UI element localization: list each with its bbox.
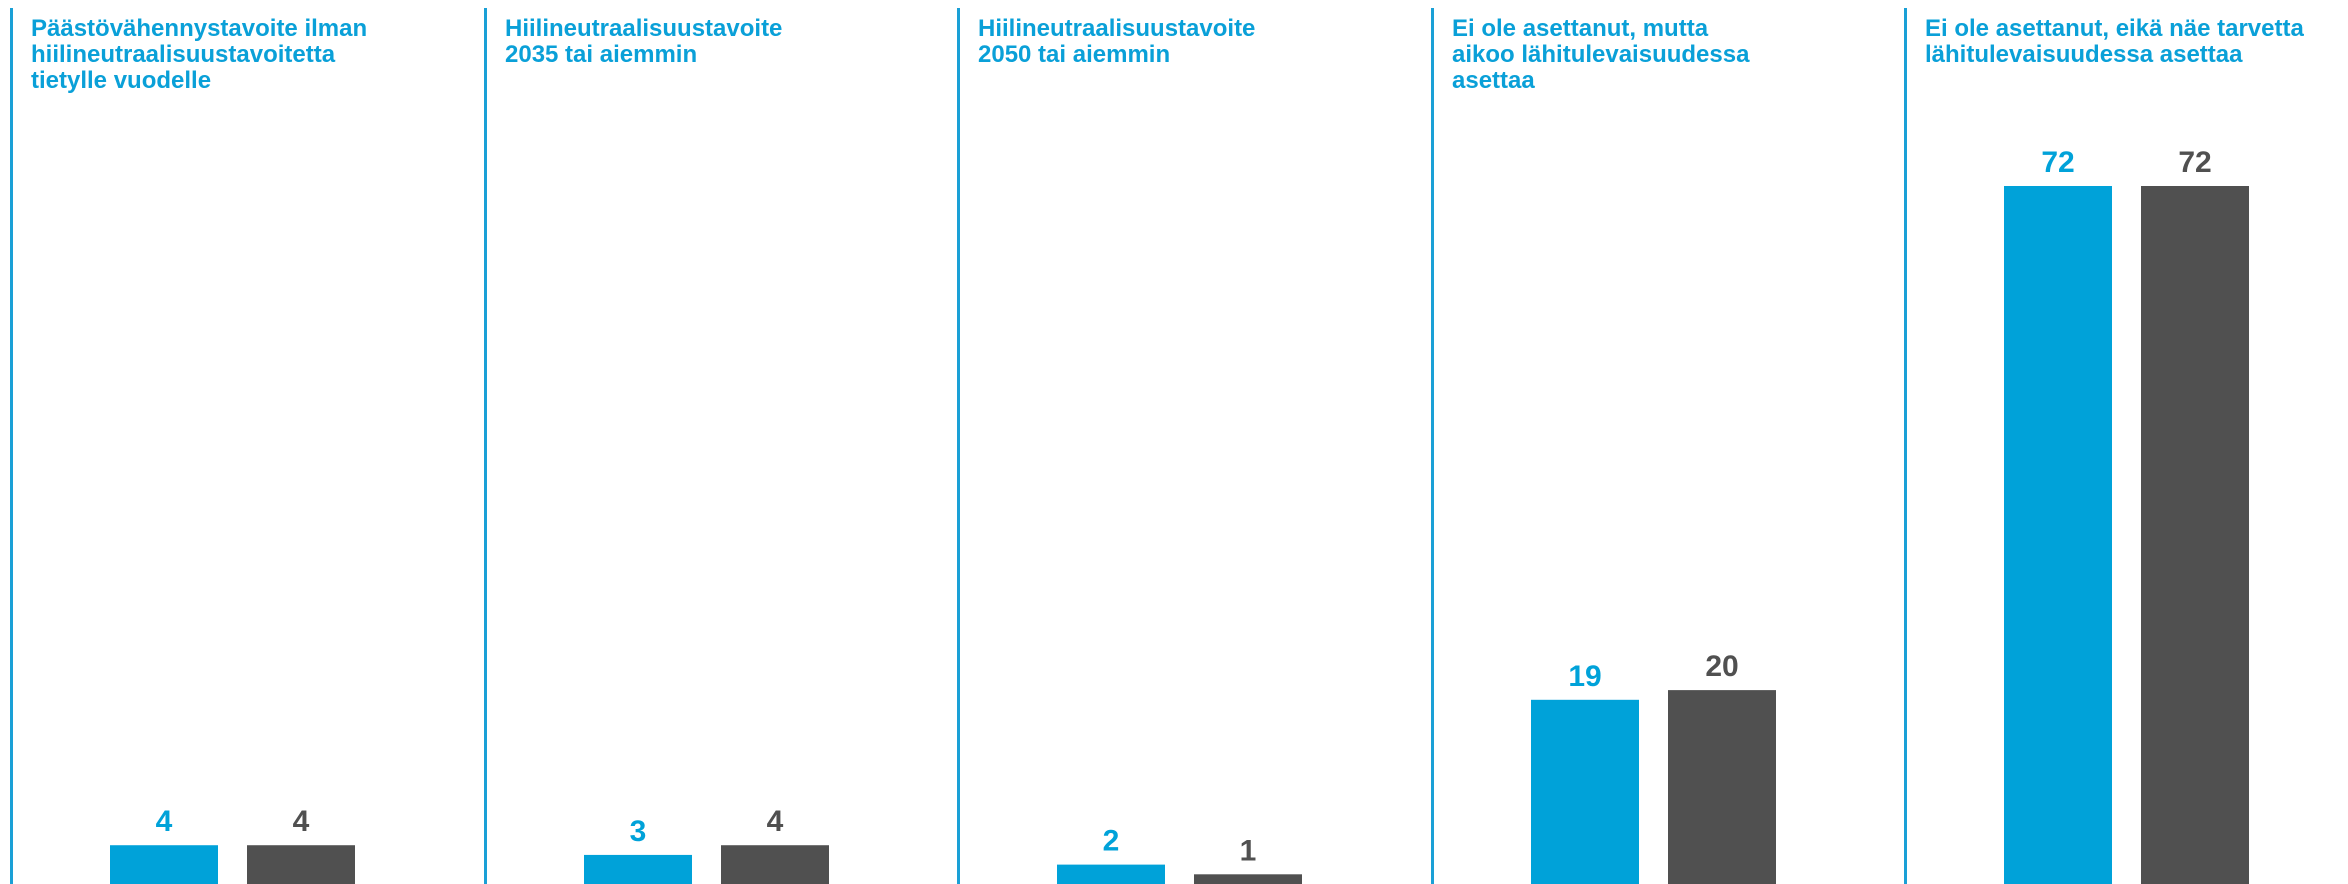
- panel-3: Hiilineutraalisuustavoite 2050 tai aiemm…: [957, 8, 1430, 884]
- bar: [1668, 690, 1776, 884]
- bar: [584, 854, 692, 884]
- bar-value-label: 4: [293, 805, 310, 838]
- bar: [1057, 864, 1165, 884]
- category-label: Hiilineutraalisuustavoite 2050 tai aiemm…: [978, 15, 1256, 68]
- panel-2: Hiilineutraalisuustavoite 2035 tai aiemm…: [484, 8, 957, 884]
- panel-4: Ei ole asettanut, mutta aikoo lähituleva…: [1431, 8, 1904, 884]
- bar-value-label: 4: [767, 805, 784, 838]
- bar-value-label: 72: [2041, 146, 2074, 179]
- category-label: Hiilineutraalisuustavoite 2035 tai aiemm…: [505, 15, 783, 68]
- bar-value-label: 72: [2178, 146, 2211, 179]
- panel-1: Päästövähennystavoite ilman hiilineutraa…: [10, 8, 483, 884]
- bar: [721, 845, 829, 884]
- bar-value-label: 2: [1103, 825, 1120, 858]
- bar-value-label: 20: [1705, 650, 1738, 683]
- panel-5: Ei ole asettanut, eikä näe tarvetta lähi…: [1904, 8, 2348, 884]
- bar: [2141, 186, 2249, 884]
- bar-value-label: 4: [156, 805, 173, 838]
- category-label: Ei ole asettanut, eikä näe tarvetta lähi…: [1925, 15, 2304, 68]
- category-label: Ei ole asettanut, mutta aikoo lähituleva…: [1452, 15, 1750, 94]
- bar-value-label: 19: [1568, 660, 1601, 693]
- bar: [2004, 186, 2112, 884]
- bar: [247, 845, 355, 884]
- bar: [1531, 699, 1639, 884]
- bar: [110, 845, 218, 884]
- bar: [1194, 874, 1302, 884]
- bar-value-label: 1: [1240, 834, 1257, 867]
- category-label: Päästövähennystavoite ilman hiilineutraa…: [31, 15, 368, 94]
- bar-value-label: 3: [630, 815, 647, 848]
